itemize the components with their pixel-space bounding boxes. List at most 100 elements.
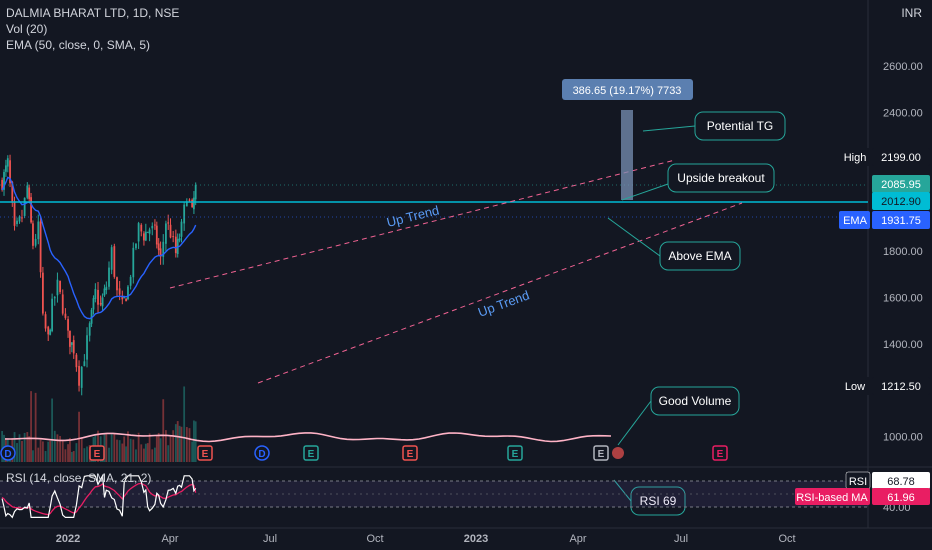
volume-bar <box>140 444 143 462</box>
candle-body <box>118 288 121 295</box>
rsi-legend[interactable]: RSI (14, close, SMA, 21, 2) <box>6 471 152 485</box>
candle-body <box>154 224 156 226</box>
candle-body <box>125 298 127 302</box>
volume-bar <box>116 439 118 462</box>
candle-body <box>32 223 34 246</box>
candle-body <box>94 289 97 299</box>
candle-body <box>105 286 108 291</box>
volume-legend[interactable]: Vol (20) <box>6 22 48 36</box>
candle-body <box>110 247 113 270</box>
volume-bar <box>105 433 108 462</box>
volume-bar <box>51 398 54 462</box>
volume-bar <box>108 447 110 462</box>
candle-body <box>157 243 160 251</box>
volume-bar <box>21 440 23 462</box>
candle-body <box>69 330 71 347</box>
candle-body <box>137 223 140 242</box>
volume-bar <box>183 386 186 462</box>
earnings-marker <box>197 445 213 461</box>
volume-bar <box>191 441 194 462</box>
time-tick: Apr <box>569 533 586 545</box>
upside-breakout-callout-text: Upside breakout <box>677 171 765 185</box>
candle-body <box>116 277 118 291</box>
volume-bar <box>16 443 18 462</box>
rsi-ma-tag-value-bg <box>872 488 930 505</box>
candle-body <box>88 323 91 336</box>
symbol-title[interactable]: DALMIA BHARAT LTD, 1D, NSE <box>6 6 180 20</box>
volume-bar <box>86 446 88 462</box>
rsi-ma-tag-label: RSI-based MA <box>796 492 868 504</box>
volume-bar <box>151 449 154 462</box>
volume-bar <box>75 443 78 462</box>
price-tick: 2400.00 <box>883 107 923 119</box>
candle-body <box>172 236 175 238</box>
candle-body <box>185 201 188 207</box>
candle-body <box>183 204 186 224</box>
time-tick: Oct <box>366 533 383 545</box>
candle-body <box>26 185 29 198</box>
candle-body <box>18 216 21 222</box>
ema-legend[interactable]: EMA (50, close, 0, SMA, 5) <box>6 38 151 52</box>
ema-line <box>1 176 197 320</box>
candle-body <box>80 366 83 388</box>
volume-bar <box>125 446 127 462</box>
volume-bar <box>154 447 156 462</box>
candle-body <box>6 158 9 167</box>
low-tag-value-bg <box>872 377 930 395</box>
volume-bar <box>26 432 29 462</box>
candle-body <box>146 231 149 233</box>
candle-body <box>148 229 151 234</box>
candle-body <box>151 225 154 229</box>
volume-bar <box>113 432 116 462</box>
potential-tg-callout-text: Potential TG <box>707 119 773 133</box>
volume-bar <box>37 447 40 462</box>
time-tick: Oct <box>778 533 795 545</box>
candle-body <box>3 171 5 190</box>
split-marker-icon <box>612 447 624 459</box>
ema-tag-label-bg <box>839 211 870 229</box>
volume-bar <box>144 443 147 462</box>
candle-body <box>178 238 181 241</box>
candle-body <box>5 165 7 172</box>
candle-body <box>9 160 11 184</box>
candle-body <box>90 309 93 324</box>
hline-tag-value-bg <box>872 192 930 210</box>
above-ema-callout-pointer <box>607 217 661 257</box>
volume-bar <box>121 443 124 462</box>
volume-bar <box>178 425 181 462</box>
volume-bar <box>165 430 167 462</box>
candle-body <box>193 197 195 210</box>
candle-body <box>123 296 126 298</box>
volume-bar <box>61 440 64 462</box>
volume-bar <box>39 439 42 462</box>
volume-bar <box>110 434 113 462</box>
candle-body <box>34 238 37 246</box>
candle-body <box>78 365 80 386</box>
candle-body <box>59 280 61 293</box>
volume-bar <box>172 430 175 462</box>
volume-bar <box>72 451 75 462</box>
earnings-marker <box>712 445 728 461</box>
low-tag-label-bg <box>840 377 870 395</box>
volume-bar <box>169 436 172 462</box>
volume-bar <box>159 438 162 462</box>
rsi-tag-label: RSI <box>849 476 867 488</box>
candle-body <box>49 329 52 335</box>
candle-body <box>169 224 172 238</box>
dividend-marker <box>254 445 270 461</box>
volume-bar <box>137 432 140 462</box>
candle-body <box>28 187 31 200</box>
rsi-tag-value: 68.78 <box>887 476 915 488</box>
dividend-marker <box>0 445 16 461</box>
volume-bar <box>69 437 71 462</box>
candle-body <box>64 313 67 318</box>
rsi-69-callout-box <box>630 486 686 516</box>
candle-body <box>47 326 50 335</box>
ema-tag-value: 1931.75 <box>881 215 921 227</box>
rsi-ma-tag-label-bg <box>795 488 870 505</box>
earnings-marker-label: E <box>407 449 414 460</box>
volume-bar <box>34 392 37 462</box>
ema-tag-value-bg <box>872 211 930 229</box>
candle-body <box>37 221 40 240</box>
